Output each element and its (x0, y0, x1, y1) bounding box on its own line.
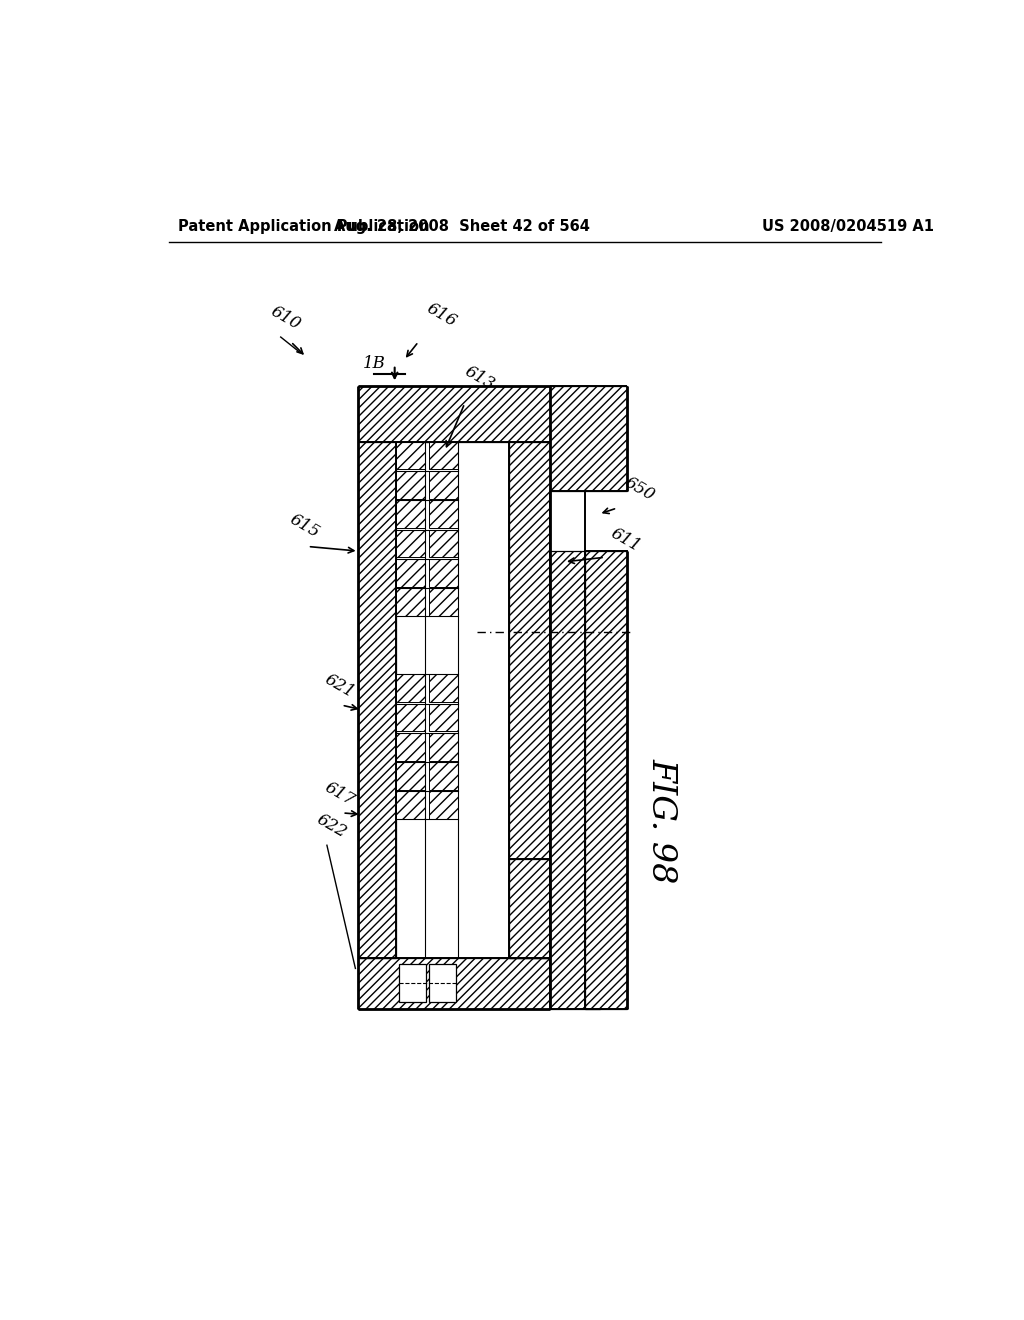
Bar (600, 552, 628, 1010)
Bar (357, 442, 396, 958)
Bar (429, 471, 458, 499)
Bar (396, 792, 425, 818)
Bar (396, 442, 509, 958)
Bar (550, 385, 628, 491)
Bar (429, 964, 457, 1002)
Bar (550, 552, 600, 1010)
Bar (509, 859, 550, 958)
Text: 650: 650 (622, 474, 658, 504)
Bar (429, 762, 458, 789)
Text: 617: 617 (322, 779, 357, 809)
Bar (429, 442, 458, 470)
Bar (396, 558, 425, 586)
Text: FIG. 98: FIG. 98 (646, 758, 678, 883)
Text: US 2008/0204519 A1: US 2008/0204519 A1 (762, 219, 934, 234)
Text: 613: 613 (462, 363, 498, 393)
Text: Aug. 28, 2008  Sheet 42 of 564: Aug. 28, 2008 Sheet 42 of 564 (334, 219, 590, 234)
Bar (429, 589, 458, 615)
Text: 621: 621 (322, 671, 357, 701)
Text: 1B: 1B (364, 355, 386, 372)
Bar (396, 471, 425, 499)
Bar (396, 733, 425, 760)
Text: 622: 622 (313, 810, 350, 842)
Bar (429, 558, 458, 586)
Bar (357, 958, 550, 1010)
Bar (396, 529, 425, 557)
Bar (396, 589, 425, 615)
Bar (429, 792, 458, 818)
Bar (585, 552, 628, 1010)
Text: 615: 615 (286, 511, 323, 541)
Bar (509, 442, 550, 958)
Bar (429, 733, 458, 760)
Bar (429, 704, 458, 731)
Bar (357, 385, 550, 442)
Bar (396, 704, 425, 731)
Bar (396, 762, 425, 789)
Bar (429, 500, 458, 528)
Bar (396, 500, 425, 528)
Bar (399, 964, 426, 1002)
Text: 616: 616 (423, 300, 460, 330)
Text: 611: 611 (608, 524, 644, 556)
Bar (429, 529, 458, 557)
Bar (396, 675, 425, 702)
Text: Patent Application Publication: Patent Application Publication (178, 219, 430, 234)
Text: 610: 610 (267, 302, 304, 334)
Bar (396, 442, 425, 470)
Bar (429, 675, 458, 702)
